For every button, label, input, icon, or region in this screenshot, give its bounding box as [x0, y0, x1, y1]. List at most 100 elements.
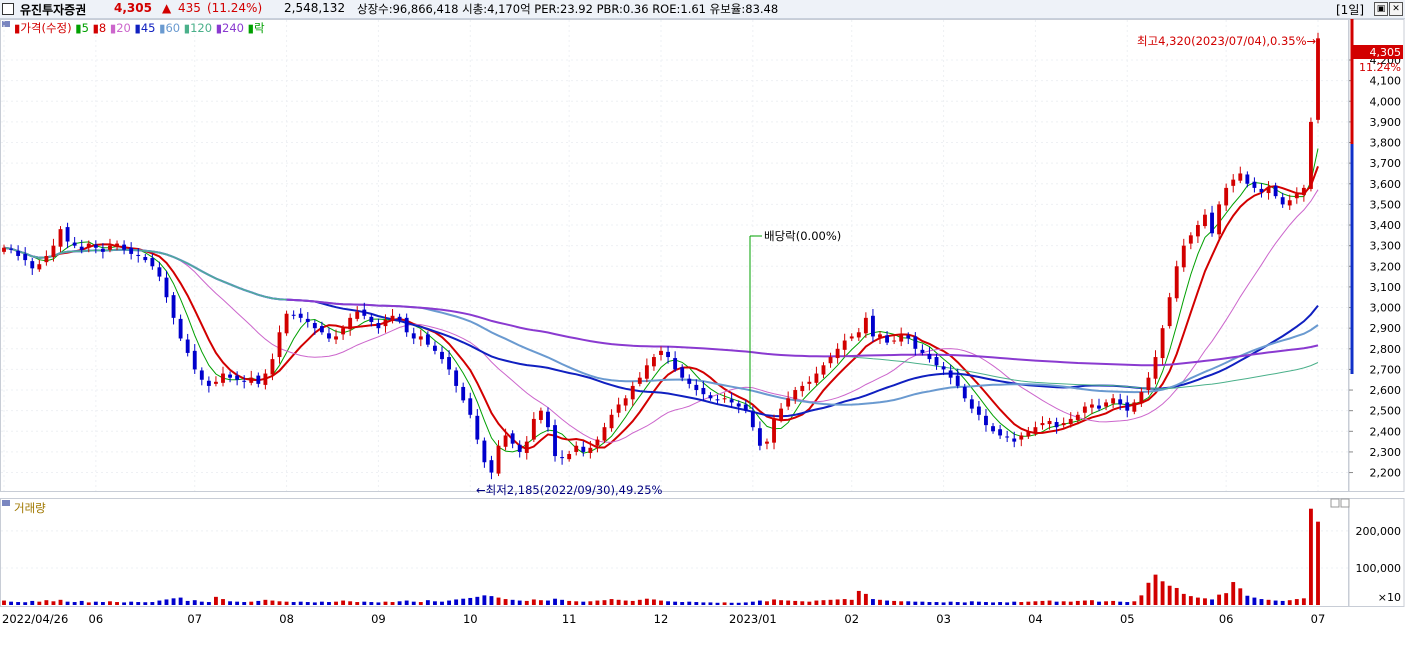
candle-body [256, 375, 261, 384]
legend-item[interactable]: ▮20 [106, 21, 131, 35]
volume-bar [327, 602, 331, 605]
volume-bar [609, 599, 614, 605]
volume-bar [786, 600, 791, 605]
candle-body [425, 334, 430, 345]
volume-bar [588, 601, 593, 605]
volume-bar [1153, 574, 1158, 605]
date-tick-label: 09 [371, 612, 386, 626]
select-checkbox[interactable] [2, 3, 14, 15]
volume-bar [65, 601, 70, 605]
volume-bar [9, 601, 13, 605]
volume-bar [553, 598, 557, 605]
candle-body [1125, 402, 1130, 411]
candle-body [553, 425, 557, 457]
price-panel-frame [0, 19, 1349, 492]
volume-bar [920, 601, 925, 605]
volume-axis-frame [1348, 498, 1405, 607]
legend-item[interactable]: ▮8 [89, 21, 106, 35]
candle-body [1005, 436, 1010, 438]
candle-body [1104, 402, 1108, 407]
price-axis-ticks: 2,200 2,300 2,400 2,500 2,600 2,700 2,800 2,900… [1349, 54, 1401, 604]
candle-body [984, 415, 988, 426]
close-icon[interactable]: ✕ [1389, 2, 1403, 16]
candle-body [503, 435, 508, 447]
legend-item[interactable]: ▮가격(수정) [14, 21, 72, 35]
price-tick-label: 3,300 [1370, 240, 1402, 253]
candle-body [1054, 422, 1059, 428]
candle-body [298, 313, 303, 318]
volume-bar [715, 602, 720, 605]
candle-body [1238, 173, 1243, 181]
candle-body [736, 403, 741, 407]
volume-bar [433, 601, 437, 605]
volume-bar [1287, 600, 1292, 605]
candle-body [885, 335, 889, 343]
volume-bar [72, 602, 77, 605]
volume-bar [927, 602, 932, 605]
volume-bar [1061, 601, 1066, 605]
volume-bar [793, 600, 798, 605]
candle-body [757, 428, 762, 446]
volume-bar [595, 600, 600, 605]
candle-body [30, 261, 35, 269]
volume-panel-handle-icon[interactable] [2, 500, 10, 506]
period-label[interactable]: [1일] [1336, 3, 1365, 17]
price-tick-label: 2,600 [1370, 384, 1402, 397]
volume-bar [447, 600, 451, 605]
grid [1, 20, 1348, 569]
candle-body [454, 370, 459, 386]
volume-unit-label: ×10 [1378, 591, 1401, 604]
candle-body [100, 248, 105, 252]
volume-bar [680, 602, 685, 605]
candle-body [531, 418, 536, 440]
maximize-icon[interactable]: ▣ [1374, 2, 1388, 16]
candle-body [327, 333, 331, 339]
legend-item[interactable]: ▮240 [212, 21, 244, 35]
volume-bar [249, 601, 254, 605]
panel-handle-icon[interactable] [2, 21, 10, 27]
candle-body [214, 381, 218, 384]
legend-item[interactable]: ▮45 [131, 21, 156, 35]
volume-bar [51, 601, 56, 605]
stock-name: 유진투자증권 [20, 3, 87, 17]
volume-bar [757, 600, 762, 605]
volume-panel-close-icon[interactable] [1340, 498, 1350, 508]
candle-body [750, 411, 755, 428]
volume-bar [1195, 597, 1200, 605]
candle-body [546, 411, 550, 428]
candle-body [800, 385, 805, 392]
legend-item[interactable]: ▮60 [156, 21, 181, 35]
volume-bar [348, 601, 353, 605]
candle-body [1210, 212, 1214, 234]
candle-body [1188, 235, 1193, 244]
candle-body [461, 386, 466, 401]
candle-body [482, 440, 487, 463]
legend-item[interactable]: ▮5 [72, 21, 89, 35]
candle-body [9, 248, 13, 250]
volume-bar [319, 601, 324, 605]
legend-item[interactable]: ▮락 [244, 21, 265, 35]
volume-bar [404, 600, 409, 605]
volume-bar [185, 600, 190, 605]
candle-body [962, 386, 967, 399]
volume-bar [984, 602, 988, 605]
candle-body [772, 418, 776, 443]
date-tick-label: 06 [1219, 612, 1234, 626]
volume-panel-min-icon[interactable] [1330, 498, 1340, 508]
price-tick-label: 3,000 [1370, 302, 1402, 315]
candle-body [362, 309, 367, 316]
volume-bar [659, 600, 663, 605]
candle-body [1075, 414, 1080, 420]
volume-bar [79, 600, 84, 605]
candle-body [1217, 204, 1222, 235]
candle-body [991, 426, 995, 432]
legend-item[interactable]: ▮120 [180, 21, 212, 35]
volume-bar [673, 601, 678, 605]
candle-body [673, 358, 678, 370]
candle-body [786, 398, 791, 407]
trade-volume: 2,548,132 [284, 1, 346, 15]
candle-body [355, 311, 360, 319]
candle-body [1160, 328, 1165, 359]
candle-body [595, 439, 600, 446]
volume-bar [1097, 601, 1101, 605]
